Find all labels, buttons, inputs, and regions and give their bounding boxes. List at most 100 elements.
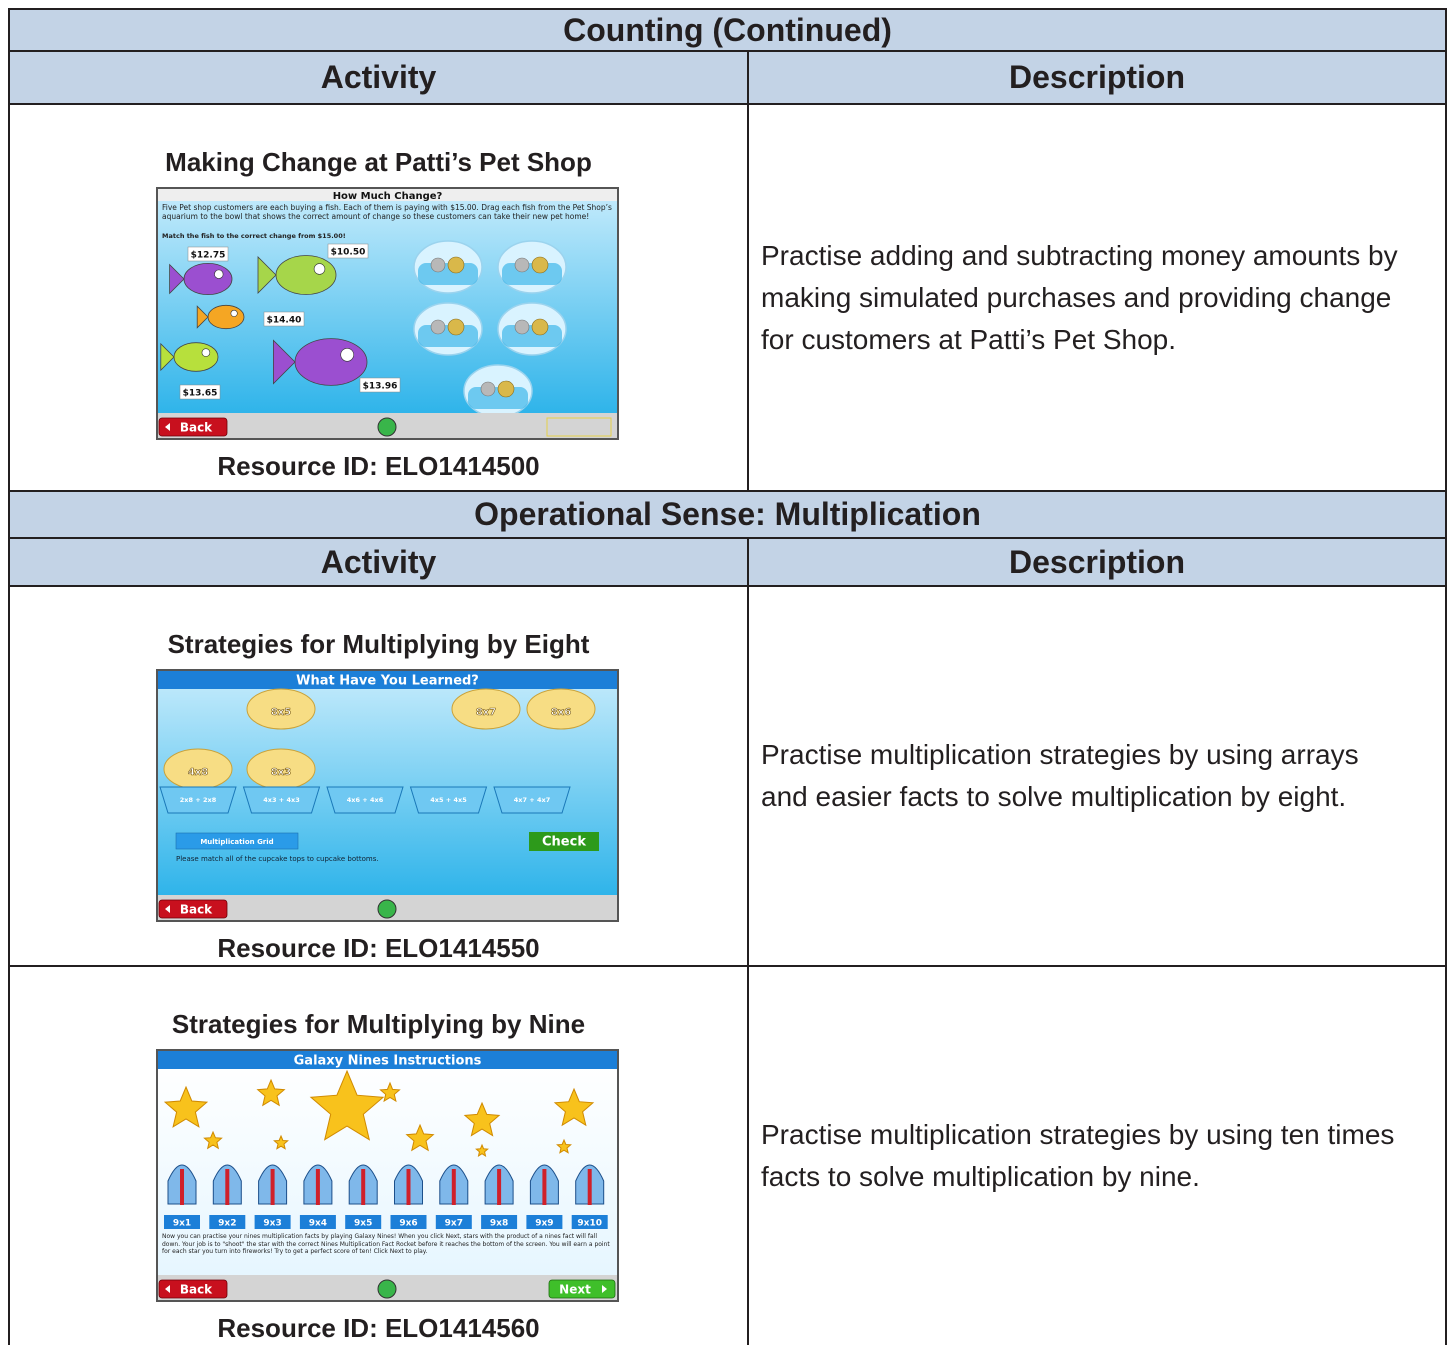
- rocket-label: 9x6: [399, 1219, 417, 1229]
- activity-cell: Strategies for Multiplying by Nine Galaxy…: [8, 965, 747, 1345]
- back-button-label: Back: [180, 421, 213, 435]
- price-tag: [327, 243, 369, 259]
- fish-eye: [230, 309, 238, 317]
- coin: [447, 318, 465, 336]
- coin: [430, 257, 446, 273]
- coin: [514, 319, 530, 335]
- cupcake-bottom-label: 4x6 + 4x6: [347, 796, 384, 804]
- rocket-label: 9x1: [173, 1219, 191, 1229]
- cupcake-bottom: [326, 786, 404, 814]
- header-cell: Description: [747, 537, 1447, 585]
- star: [256, 1078, 286, 1107]
- fish-tail: [273, 339, 296, 385]
- rocket-label: 9x5: [354, 1219, 372, 1229]
- rocket-label: 9x3: [263, 1219, 281, 1229]
- activity-title: Strategies for Multiplying by Nine: [171, 1009, 586, 1039]
- coin: [430, 319, 446, 335]
- activity-cell: Making Change at Patti’s Pet Shop How Muc…: [8, 103, 747, 490]
- cupcake-top-label: 8x5: [271, 707, 291, 718]
- fish: [183, 263, 233, 296]
- cupcake-bottom-label: 4x3 + 4x3: [263, 796, 299, 804]
- cupcake-top: [246, 688, 316, 730]
- rocket-stripe: [225, 1169, 230, 1205]
- rocket-label: 9x4: [309, 1219, 327, 1229]
- audio-button: [377, 1279, 397, 1299]
- description: Practise adding and subtracting money am…: [761, 239, 1398, 355]
- section-title: Counting (Continued): [563, 11, 892, 48]
- coin: [514, 257, 530, 273]
- empty-slot: [546, 417, 612, 437]
- screen-instructions: Five Pet shop customers are each buying …: [162, 203, 612, 222]
- cupcake-top-label: 8x7: [476, 707, 496, 718]
- rocket-label: 9x9: [535, 1219, 553, 1229]
- activity-title: Making Change at Patti’s Pet Shop: [165, 147, 592, 177]
- price-label: $13.65: [183, 389, 218, 399]
- price-label: $13.96: [363, 382, 398, 392]
- rocket-stripe: [180, 1169, 184, 1205]
- activity-title: Strategies for Multiplying by Eight: [167, 629, 590, 659]
- title-bar: [158, 671, 617, 689]
- star: [463, 1101, 501, 1137]
- rocket-stripe: [497, 1169, 502, 1205]
- star: [475, 1143, 489, 1157]
- fish: [207, 304, 245, 330]
- resource-id: Resource ID: ELO1414560: [217, 1313, 540, 1343]
- rocket-stripe: [451, 1169, 456, 1205]
- price-label: $14.40: [267, 316, 302, 326]
- price-tag: [187, 246, 229, 262]
- screen-prompt: Match the fish to the correct change fro…: [162, 232, 346, 240]
- description-cell: Practise adding and subtracting money am…: [747, 103, 1447, 490]
- next-button: [548, 1279, 616, 1299]
- back-arrow: [165, 423, 170, 431]
- screen-instructions-box: Five Pet shop customers are each buying …: [162, 203, 612, 222]
- star: [203, 1130, 223, 1150]
- cupcake-bottom: [159, 786, 237, 814]
- coin: [497, 380, 515, 398]
- rocket-label-box: [299, 1215, 336, 1229]
- rocket-label: 9x7: [445, 1219, 463, 1229]
- screen-title: Galaxy Nines Instructions: [294, 1054, 482, 1069]
- resource-id: Resource ID: ELO1414550: [217, 933, 540, 963]
- screen-title: How Much Change?: [333, 191, 443, 202]
- grid-button: [175, 832, 299, 850]
- cupcake-bottom-label: 4x7 + 4x7: [514, 796, 550, 804]
- rocket-label-box: [526, 1215, 563, 1229]
- screen-prompt: Please match all of the cupcake tops to …: [176, 855, 379, 863]
- back-arrow: [165, 905, 170, 913]
- description: Practise multiplication strategies by us…: [761, 1119, 1395, 1192]
- check-button-label: Check: [542, 835, 586, 850]
- star: [556, 1138, 572, 1154]
- next-button-label: Next: [559, 1283, 591, 1297]
- activity-cell: Strategies for Multiplying by Eight What …: [8, 585, 747, 965]
- column-header: Activity: [320, 59, 437, 95]
- cupcake-bottom: [493, 786, 571, 814]
- screen-instructions: Now you can practise your nines multipli…: [162, 1233, 610, 1255]
- cupcake-top-label: 8x3: [271, 767, 291, 778]
- activity-screenshot: Galaxy Nines Instructions 9x1 9x2 9x3 9x4 9x5…: [156, 1049, 619, 1302]
- star: [273, 1134, 289, 1150]
- next-arrow: [602, 1285, 607, 1293]
- fish-tail: [257, 256, 277, 294]
- star: [553, 1087, 595, 1127]
- resource-id: Resource ID: ELO1414500: [217, 451, 540, 481]
- back-button: [158, 1279, 228, 1299]
- rocket-label-box: [345, 1215, 382, 1229]
- header-cell: Description: [747, 50, 1447, 103]
- cupcake-top-label: 8x6: [551, 707, 571, 718]
- rocket-stripe: [587, 1169, 592, 1205]
- price-label: $12.75: [191, 251, 226, 261]
- fish-eye: [340, 348, 354, 362]
- coin: [531, 256, 549, 274]
- rocket-stripe: [542, 1169, 547, 1205]
- star: [379, 1081, 401, 1103]
- star: [405, 1123, 435, 1152]
- rocket-label-box: [209, 1215, 246, 1229]
- star: [163, 1085, 209, 1128]
- price-tag: [359, 377, 401, 393]
- cupcake-top: [451, 688, 521, 730]
- fish: [275, 255, 337, 295]
- fish-eye: [313, 263, 326, 275]
- coin: [531, 318, 549, 336]
- cupcake-bottom: [242, 786, 321, 814]
- price-label: $10.50: [331, 248, 366, 258]
